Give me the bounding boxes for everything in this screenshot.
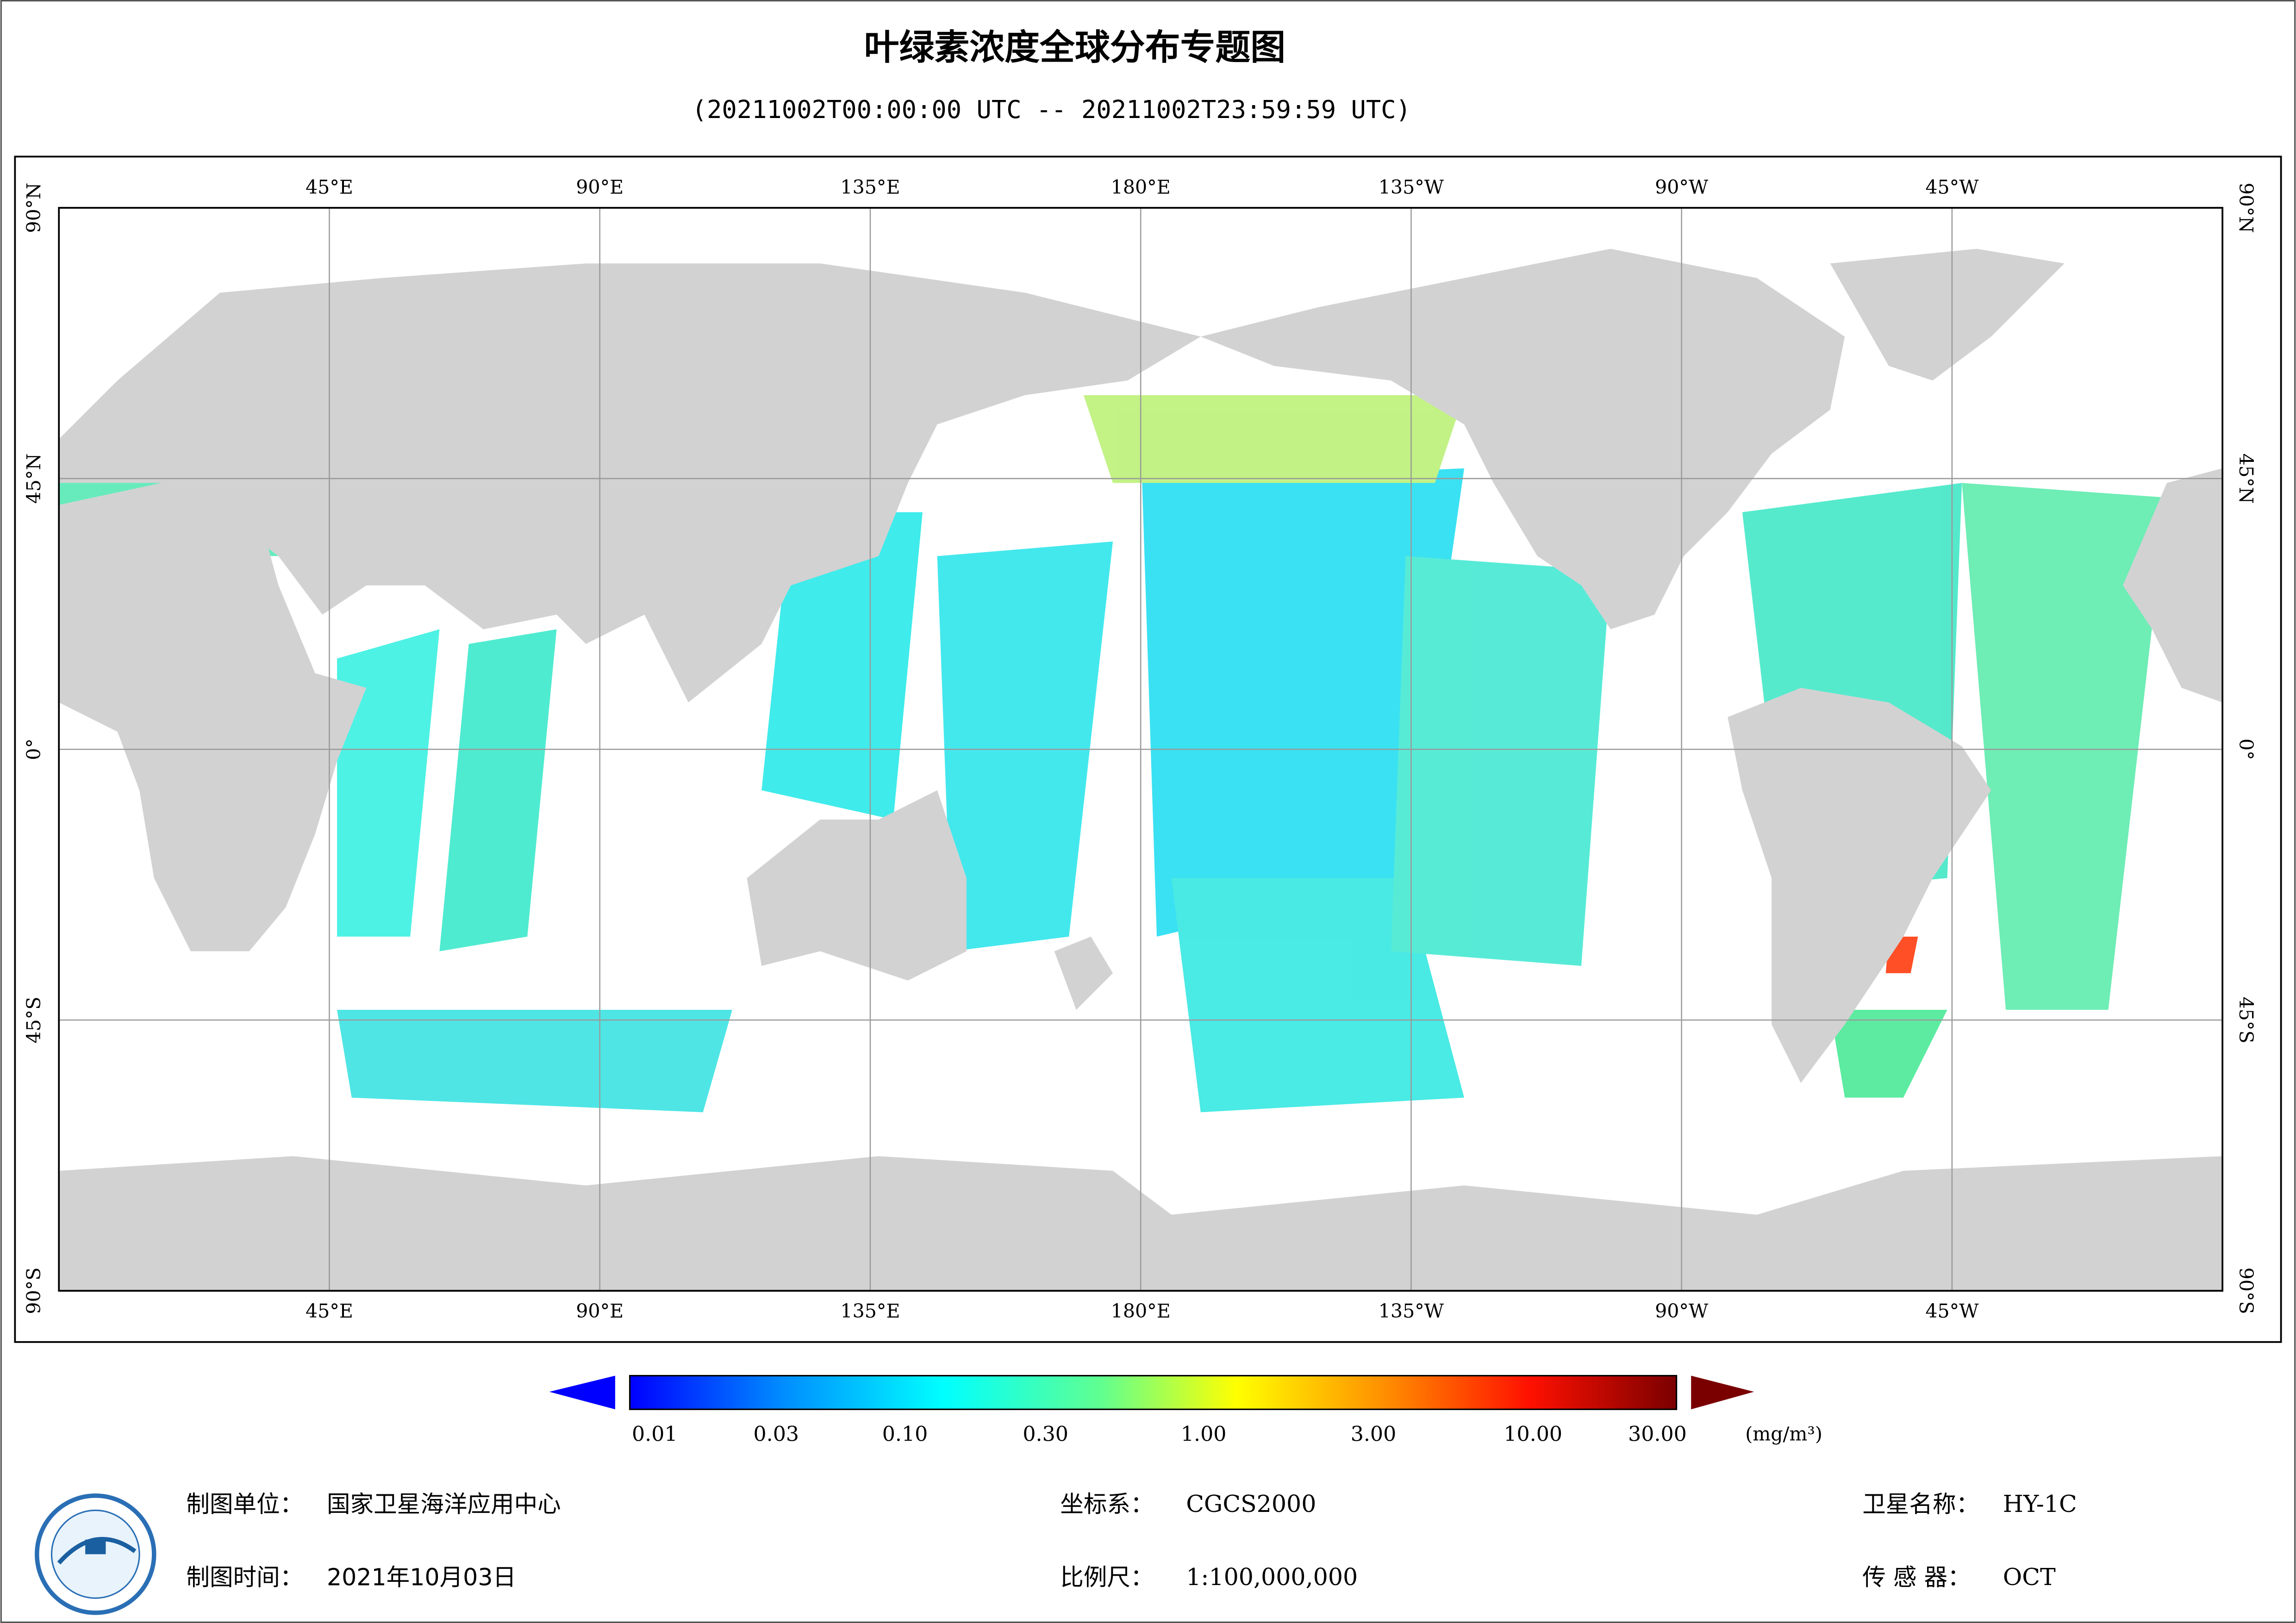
logo	[35, 1493, 156, 1615]
colorbar	[629, 1374, 1678, 1410]
lon-label-bottom: 135°W	[1379, 1300, 1444, 1322]
colorbar-label: 3.00	[1351, 1423, 1397, 1446]
greenland	[1830, 249, 2065, 381]
colorbar-label: 10.00	[1504, 1423, 1562, 1446]
lat-label-right: 90°N	[2235, 183, 2257, 233]
new-zealand	[1054, 936, 1113, 1010]
map	[59, 249, 2223, 1291]
colorbar-low-arrow	[549, 1375, 615, 1410]
lon-label-top: 180°E	[1111, 176, 1171, 198]
chlorophyll-swaths	[59, 395, 2167, 1113]
lat-label-right: 0°	[2235, 739, 2257, 760]
colorbar-unit: (mg/m³)	[1745, 1423, 1822, 1445]
lon-label-top: 45°W	[1925, 176, 1979, 198]
satellite: HY-1C	[2003, 1490, 2077, 1517]
subtitle: (20211002T00:00:00 UTC -- 20211002T23:59…	[692, 95, 1411, 124]
lon-label-bottom: 180°E	[1111, 1300, 1171, 1322]
colorbar-label: 0.03	[753, 1423, 799, 1446]
lat-label-right: 90°S	[2235, 1268, 2257, 1314]
lon-label-top: 90°W	[1655, 176, 1709, 198]
lon-label-bottom: 45°W	[1925, 1300, 1979, 1322]
map-border	[58, 207, 2224, 1292]
lat-label-left: 90°S	[23, 1268, 45, 1314]
lon-label-top: 135°W	[1379, 176, 1444, 198]
crs-label: 坐标系：	[1060, 1491, 1154, 1518]
time-label: 制图时间：	[186, 1564, 303, 1591]
lat-label-left: 45°S	[23, 997, 45, 1044]
time: 2021年10月03日	[327, 1564, 516, 1591]
lon-label-top: 45°E	[306, 176, 353, 198]
australia	[747, 790, 967, 981]
unit-label: 制图单位：	[186, 1491, 303, 1518]
europe-east	[2123, 468, 2223, 703]
eurasia	[59, 263, 1201, 703]
crs: CGCS2000	[1186, 1490, 1316, 1517]
scale: 1:100,000,000	[1186, 1563, 1358, 1591]
lon-label-bottom: 135°E	[840, 1300, 900, 1322]
map-frame	[14, 155, 2282, 1343]
colorbar-label: 0.01	[632, 1423, 678, 1446]
graticule: 45°E 45°E 90°E 90°E 135°E 135°E 180°E 180°E 135°…	[23, 176, 2257, 1322]
lon-label-top: 90°E	[576, 176, 624, 198]
north-america	[1200, 249, 1845, 629]
colorbar-label: 0.30	[1023, 1423, 1068, 1446]
africa	[59, 483, 367, 951]
satellite-label: 卫星名称：	[1862, 1491, 1979, 1518]
colorbar-high-arrow	[1691, 1375, 1754, 1410]
lat-label-left: 90°N	[23, 183, 45, 233]
lat-label-right: 45°N	[2235, 454, 2257, 504]
south-america	[1728, 688, 1991, 1083]
sensor-label: 传 感 器：	[1862, 1564, 1971, 1591]
lon-label-bottom: 90°E	[576, 1300, 624, 1322]
colorbar-label: 1.00	[1181, 1423, 1227, 1446]
title: 叶绿素浓度全球分布专题图	[864, 27, 1286, 68]
lon-label-bottom: 45°E	[306, 1300, 353, 1322]
colorbar-label: 30.00	[1628, 1423, 1687, 1446]
lat-label-left: 0°	[23, 739, 45, 760]
scale-label: 比例尺：	[1060, 1564, 1154, 1591]
lat-label-right: 45°S	[2235, 997, 2257, 1044]
lat-label-left: 45°N	[23, 454, 45, 504]
lon-label-bottom: 90°W	[1655, 1300, 1709, 1322]
unit: 国家卫星海洋应用中心	[327, 1491, 561, 1518]
colorbar-label: 0.10	[882, 1423, 928, 1446]
lon-label-top: 135°E	[840, 176, 900, 198]
sensor: OCT	[2003, 1563, 2056, 1591]
